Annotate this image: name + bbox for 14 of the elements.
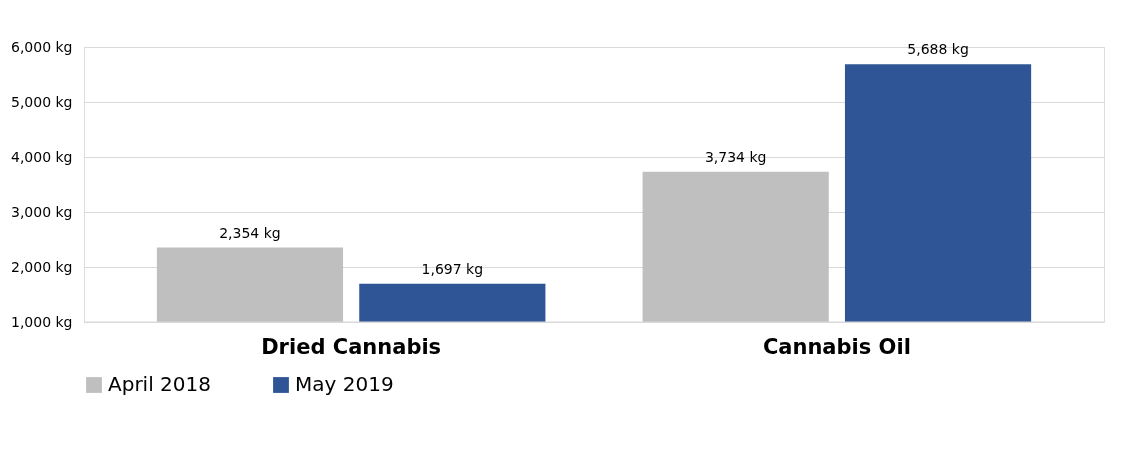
data-label: 5,688 kg — [907, 41, 969, 58]
y-tick-label: 4,000 kg — [10, 148, 73, 165]
legend-label: May 2019 — [295, 372, 394, 396]
data-label: 3,734 kg — [704, 148, 767, 165]
y-tick-label: 6,000 kg — [10, 38, 73, 55]
y-tick-label: 3,000 kg — [10, 203, 73, 220]
x-tick-label: Cannabis Oil — [762, 334, 911, 359]
data-label: 2,354 kg — [219, 224, 281, 241]
y-tick-label: 1,000 kg — [10, 313, 73, 330]
y-tick-label: 5,000 kg — [10, 93, 73, 110]
legend-label: April 2018 — [108, 372, 211, 396]
y-tick-label: 2,000 kg — [10, 258, 73, 275]
data-label: 1,697 kg — [421, 260, 484, 277]
x-tick-label: Dried Cannabis — [261, 334, 442, 359]
